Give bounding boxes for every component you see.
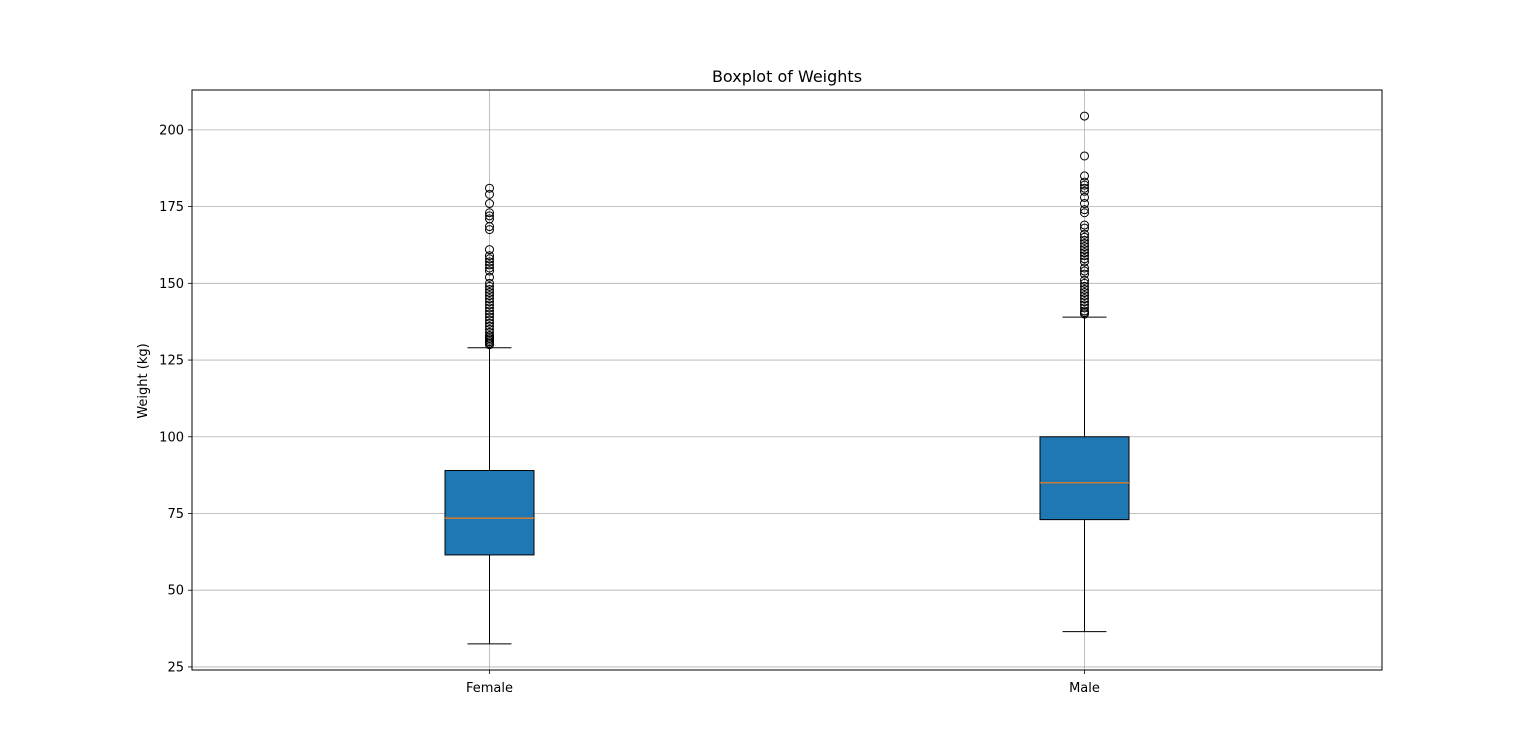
outlier-point — [1080, 306, 1089, 316]
outlier-point — [485, 327, 494, 337]
outlier-point — [1080, 186, 1089, 196]
outlier-point — [485, 245, 494, 255]
y-tick-label: 150 — [159, 277, 184, 292]
outlier-point — [485, 309, 494, 319]
outlier-point — [1080, 297, 1089, 307]
y-tick-label: 125 — [159, 354, 184, 369]
outlier-point — [1080, 235, 1089, 245]
outlier-point — [1080, 266, 1089, 276]
outlier-point — [1080, 263, 1089, 273]
outlier-point — [485, 254, 494, 264]
outlier-point — [1080, 192, 1089, 202]
outlier-point — [485, 306, 494, 316]
outlier-point — [1080, 248, 1089, 258]
outlier-point — [485, 297, 494, 307]
outlier-point — [485, 291, 494, 301]
x-tick-label-female: Female — [466, 681, 513, 696]
outlier-point — [485, 208, 494, 218]
outlier-point — [1080, 238, 1089, 248]
outlier-point — [1080, 208, 1089, 218]
outlier-point — [1080, 229, 1089, 239]
chart-title: Boxplot of Weights — [712, 67, 862, 86]
outlier-point — [485, 199, 494, 209]
plot-area-frame — [191, 89, 1383, 671]
outlier-point — [485, 300, 494, 310]
outlier-point — [485, 281, 494, 291]
outlier-point — [485, 257, 494, 267]
outlier-point — [1080, 251, 1089, 261]
outlier-point — [1080, 300, 1089, 310]
outlier-point — [485, 303, 494, 313]
outlier-point — [1080, 245, 1089, 255]
outlier-point — [1080, 151, 1089, 161]
outlier-point — [1080, 199, 1089, 209]
outlier-point — [485, 251, 494, 261]
y-tick-label: 25 — [167, 660, 184, 675]
outlier-point — [485, 272, 494, 282]
axis-ticks: 25 50 75 100 125 150 175 200 Female Male — [159, 123, 1100, 696]
outlier-point — [1080, 111, 1089, 121]
y-tick-label: 100 — [159, 430, 184, 445]
outlier-point — [1080, 177, 1089, 187]
outlier-point — [1080, 294, 1089, 304]
outlier-point — [485, 324, 494, 334]
outlier-point — [485, 263, 494, 273]
outlier-point — [485, 214, 494, 224]
outlier-point — [485, 294, 494, 304]
outlier-point — [485, 318, 494, 328]
outlier-point — [1080, 284, 1089, 294]
outlier-point — [1080, 180, 1089, 190]
outlier-point — [485, 183, 494, 193]
outlier-point — [485, 189, 494, 199]
grid-lines — [192, 90, 1382, 670]
outlier-point — [1080, 257, 1089, 267]
outlier-point — [1080, 205, 1089, 215]
outlier-point — [1080, 278, 1089, 288]
outlier-point — [485, 312, 494, 322]
outlier-point — [485, 284, 494, 294]
outlier-point — [485, 321, 494, 331]
box-group-male — [1039, 111, 1130, 633]
outlier-point — [1080, 242, 1089, 252]
outlier-point — [1080, 232, 1089, 242]
outlier-point — [1080, 288, 1089, 298]
outlier-point — [1080, 291, 1089, 301]
outlier-point — [1080, 281, 1089, 291]
outlier-point — [485, 315, 494, 325]
outlier-point — [485, 211, 494, 221]
outlier-point — [485, 331, 494, 341]
outlier-point — [1080, 269, 1089, 279]
outlier-point — [485, 278, 494, 288]
outlier-point — [485, 225, 494, 235]
y-tick-label: 50 — [167, 584, 184, 599]
outlier-point — [1080, 223, 1089, 233]
outlier-point — [1080, 183, 1089, 193]
y-axis-label: Weight (kg) — [136, 343, 151, 418]
y-tick-label: 200 — [159, 123, 184, 138]
y-tick-label: 175 — [159, 200, 184, 215]
iqr-box — [1039, 436, 1130, 521]
x-tick-label-male: Male — [1069, 681, 1100, 696]
outlier-point — [1080, 171, 1089, 181]
outlier-point — [485, 260, 494, 270]
boxes-layer — [444, 111, 1130, 645]
outlier-point — [1080, 275, 1089, 285]
outlier-point — [485, 288, 494, 298]
outlier-point — [1080, 220, 1089, 230]
outlier-point — [1080, 254, 1089, 264]
y-tick-label: 75 — [167, 507, 184, 522]
outlier-point — [1080, 303, 1089, 313]
box-group-female — [444, 183, 535, 645]
iqr-box — [444, 470, 535, 556]
outlier-point — [485, 266, 494, 276]
